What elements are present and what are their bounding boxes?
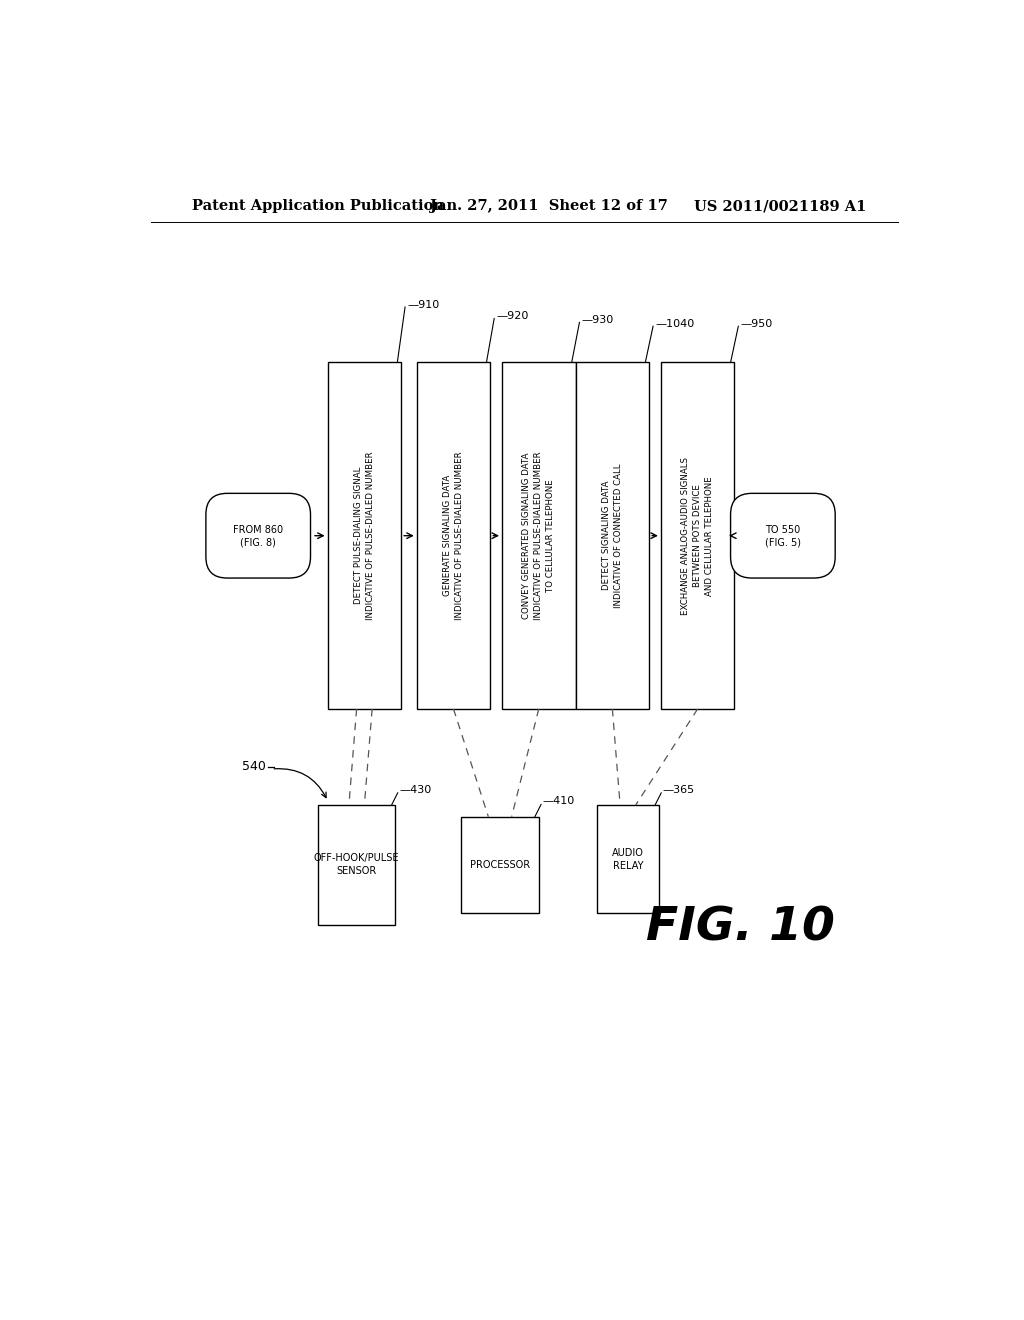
Bar: [461, 817, 539, 913]
FancyBboxPatch shape: [206, 494, 310, 578]
Text: AUDIO
RELAY: AUDIO RELAY: [612, 847, 644, 871]
FancyBboxPatch shape: [730, 494, 836, 578]
Text: (FIG. 5): (FIG. 5): [765, 537, 801, 548]
Text: Jan. 27, 2011  Sheet 12 of 17: Jan. 27, 2011 Sheet 12 of 17: [430, 199, 668, 213]
Text: —365: —365: [663, 785, 695, 795]
Text: TO 550: TO 550: [765, 524, 801, 535]
Text: —930: —930: [582, 315, 614, 325]
Bar: [597, 805, 658, 913]
Text: —910: —910: [408, 300, 439, 310]
Text: —410: —410: [543, 796, 574, 807]
Text: CONVEY GENERATED SIGNALING DATA
INDICATIVE OF PULSE-DIALED NUMBER
TO CELLULAR TE: CONVEY GENERATED SIGNALING DATA INDICATI…: [522, 451, 555, 620]
Text: DETECT PULSE-DIALING SIGNAL
INDICATIVE OF PULSE-DIALED NUMBER: DETECT PULSE-DIALING SIGNAL INDICATIVE O…: [354, 451, 375, 620]
Text: DETECT SIGNALING DATA
INDICATIVE OF CONNECTED CALL: DETECT SIGNALING DATA INDICATIVE OF CONN…: [602, 463, 623, 609]
Text: —1040: —1040: [655, 319, 694, 329]
Text: 540: 540: [242, 760, 266, 774]
Text: FROM 860: FROM 860: [233, 524, 284, 535]
Text: —920: —920: [497, 312, 528, 321]
Bar: [328, 363, 401, 709]
Text: GENERATE SIGNALING DATA
INDICATIVE OF PULSE-DIALED NUMBER: GENERATE SIGNALING DATA INDICATIVE OF PU…: [443, 451, 464, 620]
Bar: [417, 363, 490, 709]
Text: Patent Application Publication: Patent Application Publication: [191, 199, 443, 213]
Text: FIG. 10: FIG. 10: [646, 906, 835, 950]
Bar: [660, 363, 734, 709]
Text: —430: —430: [399, 785, 431, 795]
Text: (FIG. 8): (FIG. 8): [241, 537, 276, 548]
Bar: [502, 363, 575, 709]
Bar: [317, 805, 395, 924]
Text: —950: —950: [740, 319, 773, 329]
Text: PROCESSOR: PROCESSOR: [470, 859, 530, 870]
Bar: [575, 363, 649, 709]
Text: OFF-HOOK/PULSE
SENSOR: OFF-HOOK/PULSE SENSOR: [314, 853, 399, 876]
Text: US 2011/0021189 A1: US 2011/0021189 A1: [693, 199, 866, 213]
Text: EXCHANGE ANALOG-AUDIO SIGNALS
BETWEEN POTS DEVICE
AND CELLULAR TELEPHONE: EXCHANGE ANALOG-AUDIO SIGNALS BETWEEN PO…: [681, 457, 714, 615]
